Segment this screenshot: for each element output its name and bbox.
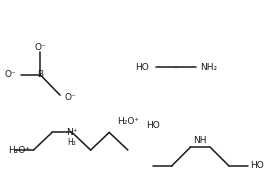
Text: O⁻: O⁻ bbox=[64, 93, 76, 102]
Text: H₂O⁺: H₂O⁺ bbox=[117, 117, 139, 126]
Text: O⁻: O⁻ bbox=[5, 70, 17, 79]
Text: HO: HO bbox=[147, 121, 160, 130]
Text: O⁻: O⁻ bbox=[34, 43, 46, 52]
Text: B: B bbox=[37, 70, 43, 79]
Text: HO: HO bbox=[250, 161, 264, 170]
Text: H₂O⁺: H₂O⁺ bbox=[8, 146, 30, 155]
Text: N⁺: N⁺ bbox=[66, 128, 78, 137]
Text: HO: HO bbox=[135, 63, 149, 72]
Text: NH: NH bbox=[193, 136, 206, 145]
Text: H₂: H₂ bbox=[68, 138, 76, 147]
Text: NH₂: NH₂ bbox=[200, 63, 217, 72]
